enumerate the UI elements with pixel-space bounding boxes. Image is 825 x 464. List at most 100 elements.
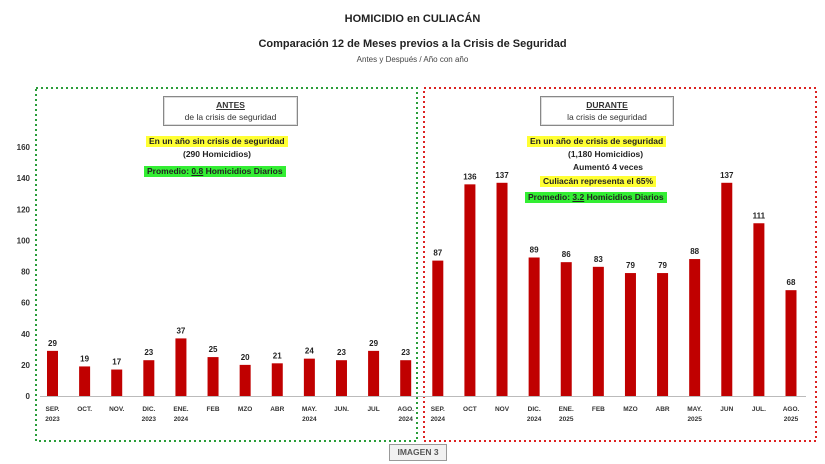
- bar-value-label: 83: [594, 255, 603, 264]
- durante-note-line1: En un año de crisis de seguridad: [527, 136, 667, 147]
- y-tick-label: 20: [21, 361, 30, 370]
- y-tick-label: 140: [17, 174, 31, 183]
- x-tick-label: FEB: [592, 406, 605, 413]
- bar: [47, 350, 58, 396]
- durante-note-line4: Culiacán representa el 65%: [540, 176, 657, 187]
- antes-heading: ANTES: [216, 100, 245, 110]
- chart-subtitle: Comparación 12 de Meses previos a la Cri…: [258, 38, 567, 50]
- x-tick-label: 2025: [687, 416, 702, 423]
- bar: [303, 358, 315, 396]
- y-tick-label: 80: [21, 268, 30, 277]
- bar: [143, 360, 155, 396]
- bar: [432, 260, 444, 396]
- bar: [592, 266, 604, 396]
- x-tick-label: FEB: [207, 406, 220, 413]
- bar: [368, 350, 380, 396]
- bar: [207, 357, 219, 396]
- x-tick-label: 2024: [431, 416, 446, 423]
- bar: [175, 338, 187, 396]
- y-tick-label: 160: [17, 143, 31, 152]
- x-tick-label: JUL.: [752, 406, 766, 413]
- bar: [335, 360, 347, 396]
- y-axis: 0 20 40 60 80 100 120 140 160: [17, 143, 31, 401]
- y-tick-label: 0: [26, 392, 31, 401]
- durante-average-prefix: Promedio:: [528, 192, 573, 202]
- x-tick-label: 2025: [559, 416, 574, 423]
- x-tick-label: 2023: [142, 416, 157, 423]
- x-tick-label: 2024: [527, 416, 542, 423]
- bar-value-label: 23: [337, 348, 346, 357]
- image-label: IMAGEN 3: [389, 444, 447, 461]
- bar: [239, 364, 251, 396]
- x-tick-label: MAY.: [687, 406, 702, 413]
- x-tick-label: ABR: [270, 406, 284, 413]
- durante-heading: DURANTE: [586, 100, 628, 110]
- antes-average-prefix: Promedio:: [147, 166, 192, 176]
- antes-average: Promedio: 0.8 Homicidios Diarios: [144, 166, 286, 177]
- bar: [560, 262, 572, 396]
- x-tick-label: 2024: [174, 416, 189, 423]
- bar-value-label: 136: [463, 172, 477, 181]
- bar-value-label: 19: [80, 354, 89, 363]
- x-tick-label: 2024: [302, 416, 317, 423]
- bar: [79, 366, 91, 396]
- bar-value-label: 21: [273, 351, 282, 360]
- durante-note-line3: Aumentó 4 veces: [573, 162, 643, 172]
- durante-heading-box: DURANTE la crisis de seguridad: [540, 96, 674, 126]
- bar: [528, 257, 540, 396]
- bar-value-label: 137: [495, 171, 509, 180]
- x-tick-label: AGO.: [783, 406, 800, 413]
- bar: [689, 259, 701, 396]
- bar-value-label: 86: [562, 250, 571, 259]
- y-tick-label: 100: [17, 236, 31, 245]
- antes-average-suffix: Homicidios Diarios: [203, 166, 283, 176]
- antes-note-line2: (290 Homicidios): [183, 149, 252, 159]
- bar-value-label: 23: [144, 348, 153, 357]
- x-tick-label: SEP.: [431, 406, 445, 413]
- bar: [400, 360, 412, 396]
- durante-average-value: 3.2: [572, 192, 585, 202]
- x-tick-label: OCT: [463, 406, 477, 413]
- x-tick-label: JUN: [720, 406, 733, 413]
- y-tick-label: 40: [21, 330, 30, 339]
- x-tick-label: SEP.: [46, 406, 60, 413]
- durante-subheading: la crisis de seguridad: [567, 112, 647, 122]
- bar-value-label: 79: [658, 261, 667, 270]
- x-tick-label: MAY.: [302, 406, 317, 413]
- bar-value-label: 88: [690, 247, 699, 256]
- bar-value-label: 17: [112, 358, 121, 367]
- bars-group: 29SEP.202319OCT.17NOV.23DIC.202337ENE.20…: [45, 171, 799, 423]
- x-tick-label: 2023: [45, 416, 60, 423]
- bar-value-label: 29: [369, 339, 378, 348]
- bar-value-label: 111: [753, 211, 766, 220]
- bar-value-label: 89: [530, 245, 539, 254]
- x-tick-label: DIC.: [528, 406, 541, 413]
- bar-value-label: 87: [433, 249, 442, 258]
- antes-panel-border: [35, 87, 418, 442]
- bar: [753, 223, 765, 396]
- bar-value-label: 20: [241, 353, 250, 362]
- bar: [657, 273, 669, 396]
- x-tick-label: ABR: [656, 406, 670, 413]
- bar-value-label: 68: [787, 278, 796, 287]
- bar-value-label: 137: [720, 171, 734, 180]
- bar: [496, 182, 508, 396]
- bar: [464, 184, 476, 396]
- antes-note-line1: En un año sin crisis de seguridad: [146, 136, 288, 147]
- bar: [271, 363, 283, 396]
- x-tick-label: ENE.: [559, 406, 574, 413]
- x-tick-label: AGO.: [397, 406, 414, 413]
- x-tick-label: MZO: [623, 406, 637, 413]
- bar: [624, 273, 636, 396]
- x-tick-label: ENE.: [173, 406, 188, 413]
- y-tick-label: 60: [21, 299, 30, 308]
- x-tick-label: MZO: [238, 406, 252, 413]
- x-tick-label: NOV.: [109, 406, 124, 413]
- antes-subheading: de la crisis de seguridad: [184, 112, 277, 122]
- bar: [721, 182, 733, 396]
- chart-title: HOMICIDIO en CULIACÁN: [344, 13, 481, 25]
- x-tick-label: 2025: [784, 416, 799, 423]
- durante-average: Promedio: 3.2 Homicidios Diarios: [525, 192, 667, 203]
- durante-panel-border: [423, 87, 817, 442]
- durante-note-line2: (1,180 Homicidios): [568, 149, 644, 159]
